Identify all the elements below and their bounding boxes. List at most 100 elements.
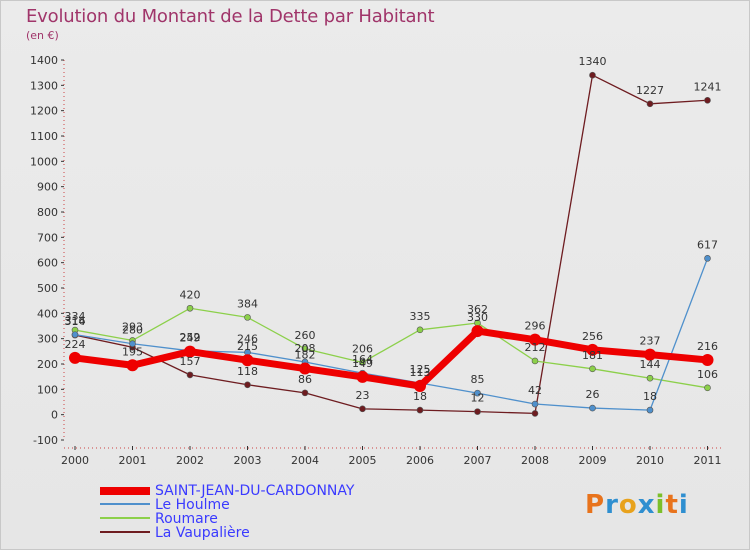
y-tick-label: 900 — [37, 181, 58, 194]
data-point-2 — [531, 357, 539, 365]
legend-swatch-le-houlme — [100, 503, 150, 505]
legend-label: SAINT-JEAN-DU-CARDONNAY — [155, 483, 355, 499]
data-label: 144 — [640, 358, 661, 371]
legend-item-la-vaupaliere: La Vaupalière — [100, 525, 430, 541]
series-line-3 — [74, 74, 709, 415]
legend: SAINT-JEAN-DU-CARDONNAY Le Houlme Roumar… — [100, 483, 430, 541]
data-point-2 — [589, 365, 596, 373]
data-label: 260 — [295, 329, 316, 342]
legend-label: La Vaupalière — [155, 525, 250, 541]
logo-letter: i — [655, 490, 666, 520]
x-tick-label: 2010 — [636, 454, 664, 467]
data-label: 195 — [122, 345, 143, 358]
data-point-1 — [129, 340, 136, 348]
x-tick-label: 2003 — [234, 454, 262, 467]
data-label: 335 — [410, 310, 431, 323]
data-label: 181 — [582, 349, 603, 362]
data-label: 296 — [525, 320, 546, 333]
legend-swatch-la-vaupaliere — [100, 531, 150, 533]
data-point-1 — [71, 331, 79, 338]
x-tick-label: 2005 — [349, 454, 377, 467]
data-label: 106 — [697, 368, 718, 381]
logo-letter: x — [637, 490, 656, 520]
data-point-1 — [646, 406, 654, 414]
legend-item-saint-jean: SAINT-JEAN-DU-CARDONNAY — [100, 483, 430, 499]
data-label: 362 — [467, 303, 488, 316]
data-point-2 — [416, 326, 424, 334]
data-label: 1340 — [579, 55, 607, 68]
x-tick-label: 2007 — [464, 454, 492, 467]
legend-label: Roumare — [155, 511, 218, 527]
x-tick-label: 2004 — [291, 454, 319, 467]
data-point-1 — [589, 404, 596, 412]
data-label: 617 — [697, 238, 718, 251]
data-point-1 — [531, 400, 539, 408]
data-point-2 — [244, 314, 251, 321]
data-label: 314 — [65, 315, 86, 328]
logo-letter: i — [678, 490, 689, 520]
y-tick-label: 700 — [37, 231, 58, 244]
data-label: 182 — [295, 349, 316, 362]
data-label: 1227 — [636, 84, 664, 97]
data-point-1 — [474, 389, 481, 397]
y-tick-label: -100 — [33, 434, 58, 447]
legend-item-le-houlme: Le Houlme — [100, 497, 430, 513]
logo-letter: P — [585, 490, 606, 520]
x-tick-label: 2002 — [176, 454, 204, 467]
data-label: 237 — [640, 335, 661, 348]
data-point-0 — [471, 325, 484, 338]
data-point-2 — [704, 384, 711, 392]
y-tick-label: 0 — [51, 409, 58, 422]
data-point-0 — [414, 380, 426, 393]
data-point-3 — [301, 389, 309, 397]
data-label: 215 — [237, 340, 258, 353]
x-tick-label: 2006 — [406, 454, 434, 467]
series-line-2 — [74, 307, 709, 389]
data-label: 293 — [122, 320, 143, 333]
y-unit-label: (en €) — [26, 29, 59, 42]
data-point-2 — [359, 359, 366, 366]
data-label: 384 — [237, 297, 258, 310]
chart-title: Evolution du Montant de la Dette par Hab… — [26, 6, 435, 27]
proxiti-logo: Proxiti — [585, 490, 689, 520]
data-label: 316 — [65, 315, 86, 328]
data-point-0 — [356, 370, 369, 383]
data-label: 125 — [410, 363, 431, 376]
legend-item-roumare: Roumare — [100, 511, 430, 527]
data-label: 334 — [65, 310, 86, 323]
y-tick-label: 1200 — [30, 105, 58, 118]
y-tick-label: 1400 — [30, 54, 58, 67]
y-tick-label: 600 — [37, 257, 58, 270]
data-label: 86 — [298, 373, 312, 386]
data-label: 157 — [180, 355, 201, 368]
data-label: 330 — [467, 311, 488, 324]
data-label: 224 — [65, 338, 86, 351]
y-tick-label: 1300 — [30, 79, 58, 92]
data-label: 206 — [352, 342, 373, 355]
data-point-3 — [186, 371, 194, 379]
y-tick-label: 200 — [37, 358, 58, 371]
legend-swatch-saint-jean — [100, 487, 150, 495]
data-point-3 — [531, 410, 539, 417]
legend-swatch-roumare — [100, 517, 150, 519]
series-line-1 — [74, 257, 709, 411]
data-label: 252 — [180, 331, 201, 344]
data-point-3 — [244, 381, 251, 389]
data-label: 212 — [525, 341, 546, 354]
data-label: 18 — [413, 390, 427, 403]
logo-letter: t — [665, 490, 679, 520]
y-tick-label: 1000 — [30, 155, 58, 168]
y-tick-label: 1100 — [30, 130, 58, 143]
series-line-0 — [71, 327, 711, 390]
data-point-0 — [184, 345, 196, 358]
data-label: 113 — [410, 366, 431, 379]
data-point-3 — [704, 96, 711, 104]
data-label: 1241 — [694, 80, 722, 93]
data-label: 216 — [697, 340, 718, 353]
data-label: 208 — [295, 342, 316, 355]
data-label: 118 — [237, 365, 258, 378]
y-tick-label: 500 — [37, 282, 58, 295]
x-tick-label: 2009 — [579, 454, 607, 467]
data-point-3 — [359, 405, 366, 413]
